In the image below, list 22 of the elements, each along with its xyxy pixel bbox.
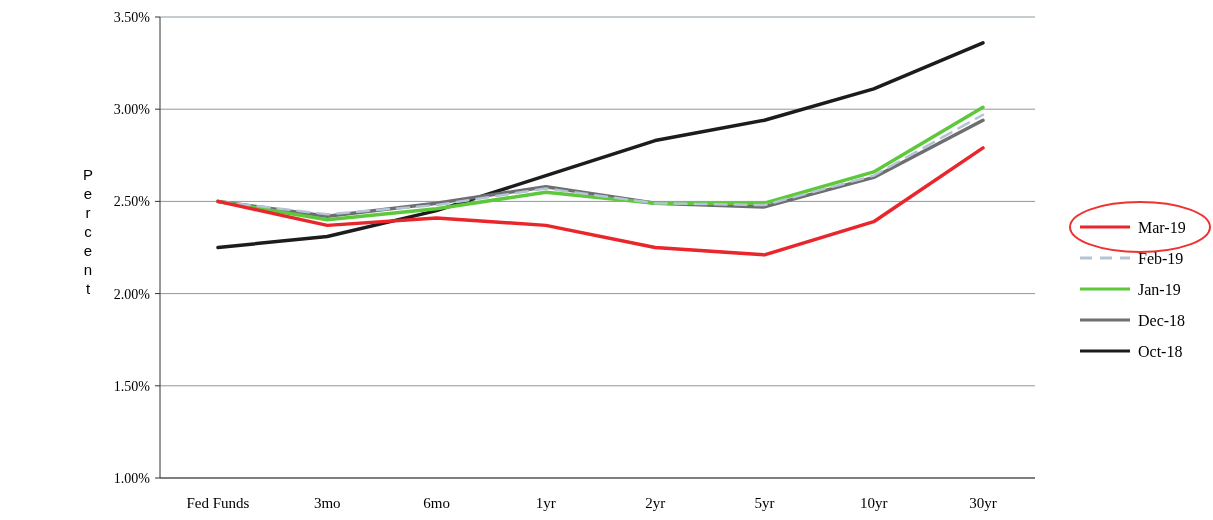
x-tick-label: 5yr <box>754 495 775 511</box>
legend-label: Mar-19 <box>1138 218 1186 236</box>
x-tick-label: 3mo <box>313 495 341 511</box>
legend-label: Oct-18 <box>1138 342 1183 360</box>
y-tick-label: 1.50% <box>113 378 151 394</box>
y-tick-label: 1.00% <box>113 470 151 486</box>
legend-label: Feb-19 <box>1138 249 1184 267</box>
legend-label: Jan-19 <box>1138 280 1181 298</box>
line-series <box>216 41 985 250</box>
x-tick-label: 1yr <box>535 495 556 511</box>
x-tick-label: 10yr <box>859 495 888 511</box>
x-tick-label: 2yr <box>645 495 666 511</box>
legend-label: Dec-18 <box>1138 311 1186 329</box>
y-tick-label: 3.50% <box>113 9 151 25</box>
y-axis-title: Percent <box>82 166 94 297</box>
y-tick-label: 3.00% <box>113 102 151 118</box>
y-tick-label: 2.00% <box>113 286 151 302</box>
x-tick-label: 30yr <box>969 495 997 511</box>
y-tick-label: 2.50% <box>113 194 151 210</box>
x-tick-label: Fed Funds <box>186 495 250 511</box>
x-tick-label: 6mo <box>423 495 450 511</box>
line-series <box>216 146 985 257</box>
